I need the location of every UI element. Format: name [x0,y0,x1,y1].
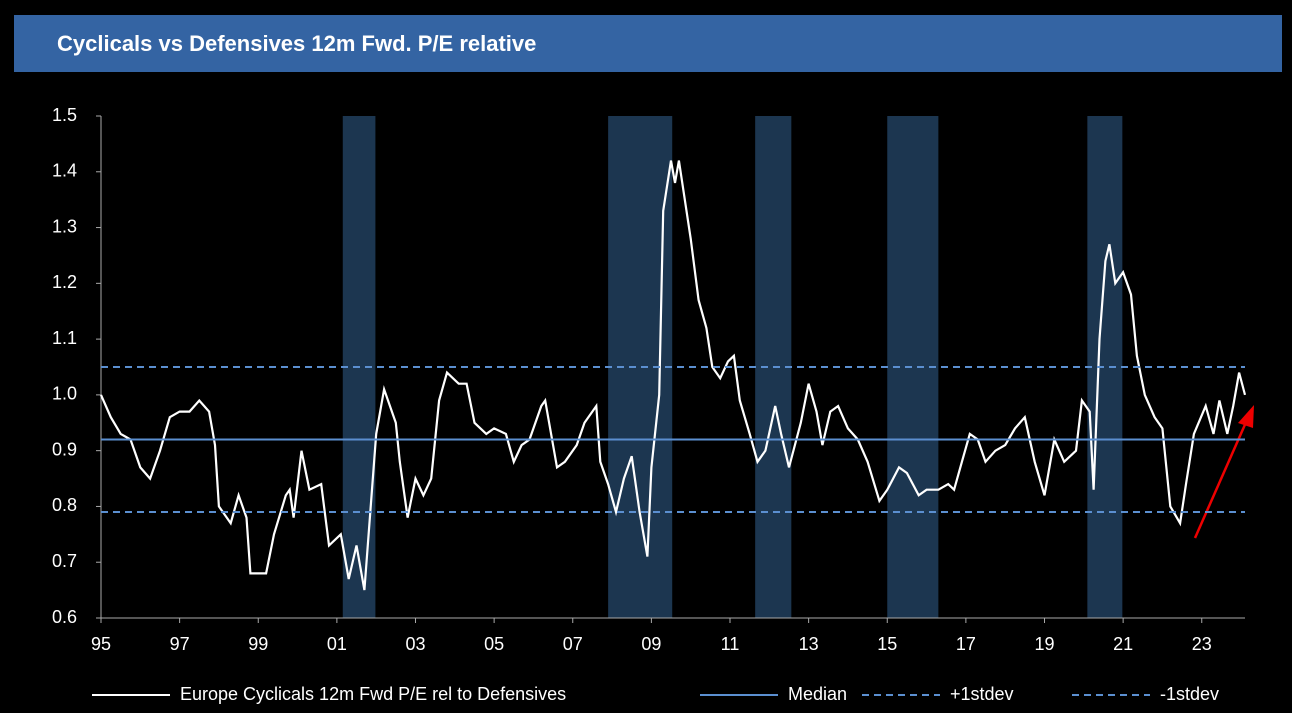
shaded-period [1087,116,1123,618]
y-tick-label: 1.1 [52,328,77,348]
x-tick-label: 15 [877,634,897,654]
y-tick-label: 1.4 [52,161,77,181]
x-tick-label: 17 [956,634,976,654]
x-tick-label: 03 [405,634,425,654]
y-tick-label: 0.9 [52,439,77,459]
y-tick-label: 0.7 [52,551,77,571]
x-tick-label: 97 [170,634,190,654]
legend-label: -1stdev [1160,684,1219,704]
x-tick-label: 09 [641,634,661,654]
y-tick-label: 1.5 [52,105,77,125]
title-bar [14,15,1282,72]
y-tick-label: 0.6 [52,607,77,627]
x-tick-label: 01 [327,634,347,654]
x-tick-label: 21 [1113,634,1133,654]
x-tick-label: 05 [484,634,504,654]
x-tick-label: 11 [721,634,740,654]
x-tick-label: 07 [563,634,583,654]
y-tick-label: 1.2 [52,272,77,292]
legend-label: Median [788,684,847,704]
legend-label: Europe Cyclicals 12m Fwd P/E rel to Defe… [180,684,566,704]
data-line [99,160,1247,591]
chart-title: Cyclicals vs Defensives 12m Fwd. P/E rel… [57,31,536,56]
legend-label: +1stdev [950,684,1014,704]
x-tick-label: 13 [799,634,819,654]
x-tick-label: 95 [91,634,111,654]
x-tick-label: 23 [1192,634,1212,654]
y-tick-label: 1.0 [52,384,77,404]
x-tick-label: 19 [1034,634,1054,654]
y-tick-label: 0.8 [52,495,77,515]
y-tick-label: 1.3 [52,216,77,236]
x-tick-label: 99 [248,634,268,654]
